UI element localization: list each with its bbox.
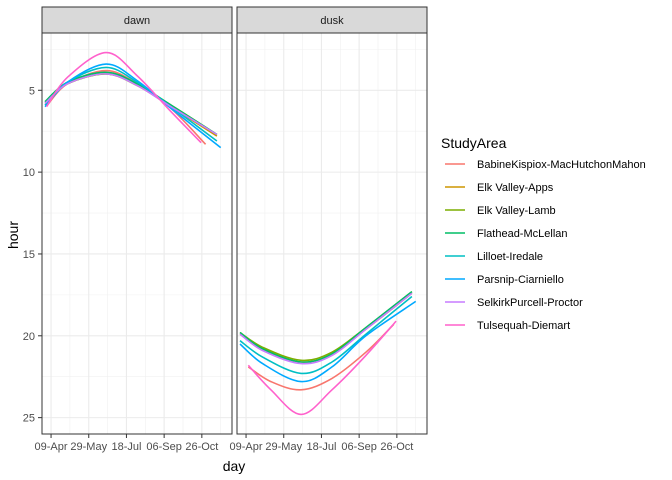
legend-item: Elk Valley-Apps bbox=[441, 176, 554, 198]
legend-item: Lilloet-Iredale bbox=[441, 245, 543, 267]
facet-strip bbox=[236, 6, 428, 34]
legend-label: Parsnip-Ciarniello bbox=[477, 274, 564, 286]
facet-strip bbox=[41, 6, 233, 34]
series-line-dusk-7 bbox=[247, 320, 397, 416]
legend-label: Elk Valley-Lamb bbox=[477, 205, 556, 217]
x-axis-title: day bbox=[223, 458, 246, 474]
x-tick-label: 09-Apr bbox=[35, 441, 68, 453]
facet-panel-dawn: dawn 09-Apr 29-May 18-Jul 06-Sep 26-Oct bbox=[35, 6, 233, 453]
x-tick-label: 18-Jul bbox=[306, 441, 336, 453]
legend-item: Flathead-McLellan bbox=[441, 222, 568, 244]
series-line-dawn-7 bbox=[45, 51, 202, 144]
y-axis-title: hour bbox=[5, 221, 21, 249]
facet-strip-label: dusk bbox=[320, 15, 344, 27]
legend-label: SelkirkPurcell-Proctor bbox=[477, 297, 583, 309]
legend-label: Tulsequah-Diemart bbox=[477, 320, 570, 332]
series-line-dawn-5 bbox=[44, 63, 222, 149]
legend-item: Parsnip-Ciarniello bbox=[441, 268, 564, 290]
facet-strip-label: dawn bbox=[124, 15, 150, 27]
legend-item: BabineKispiox-MacHutchonMahon bbox=[441, 153, 646, 175]
x-tick-label: 18-Jul bbox=[111, 441, 141, 453]
x-tick-label: 09-Apr bbox=[230, 441, 263, 453]
legend-label: Flathead-McLellan bbox=[477, 228, 568, 240]
legend-label: Elk Valley-Apps bbox=[477, 182, 554, 194]
series-line-dusk-5 bbox=[239, 300, 417, 383]
y-tick-label: 20 bbox=[23, 331, 35, 343]
legend-label: Lilloet-Iredale bbox=[477, 251, 543, 263]
legend-label: BabineKispiox-MacHutchonMahon bbox=[477, 159, 646, 171]
legend-item: Tulsequah-Diemart bbox=[441, 314, 570, 336]
y-tick-label: 15 bbox=[23, 249, 35, 261]
panel-background bbox=[237, 33, 427, 434]
legend-title: StudyArea bbox=[441, 135, 507, 151]
x-tick-label: 06-Sep bbox=[146, 441, 181, 453]
series-line-dusk-3 bbox=[239, 290, 413, 363]
series-line-dawn-6 bbox=[44, 73, 218, 136]
series-line-dusk-4 bbox=[239, 295, 413, 375]
facet-panel-dusk: dusk 09-Apr 29-May 18-Jul 06-Sep 26-Oct bbox=[230, 6, 428, 453]
series-line-dusk-0 bbox=[247, 323, 395, 391]
y-tick-label: 10 bbox=[23, 167, 35, 179]
x-tick-label: 26-Oct bbox=[185, 441, 218, 453]
panel-background bbox=[42, 33, 232, 434]
legend-item: Elk Valley-Lamb bbox=[441, 199, 556, 221]
x-tick-label: 26-Oct bbox=[380, 441, 413, 453]
y-tick-label: 25 bbox=[23, 413, 35, 425]
series-line-dusk-6 bbox=[239, 292, 413, 365]
legend-item: SelkirkPurcell-Proctor bbox=[441, 291, 583, 313]
y-tick-label: 5 bbox=[29, 85, 35, 97]
legend: StudyArea BabineKispiox-MacHutchonMahon El… bbox=[441, 135, 646, 336]
x-tick-label: 29-May bbox=[70, 441, 107, 453]
x-tick-label: 29-May bbox=[265, 441, 302, 453]
x-tick-label: 06-Sep bbox=[341, 441, 376, 453]
